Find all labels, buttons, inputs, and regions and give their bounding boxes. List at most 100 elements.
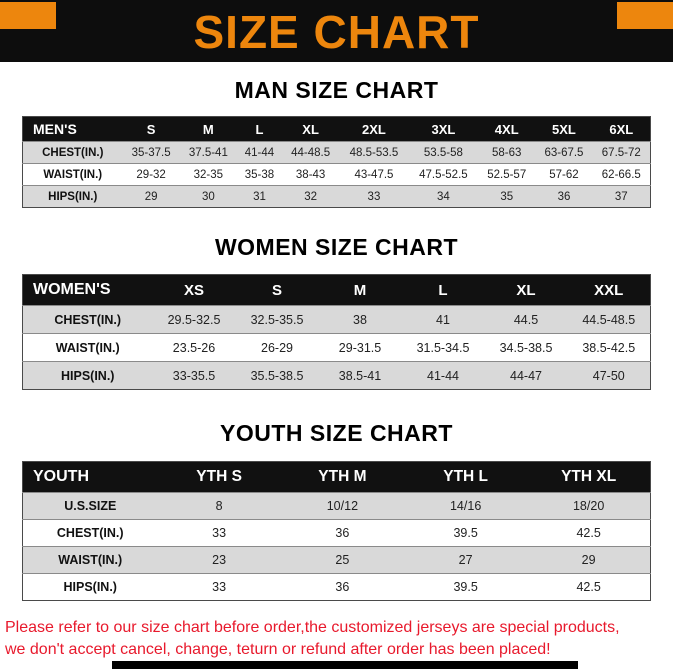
column-header: YOUTH	[33, 468, 89, 485]
size-value-cell: 10/12	[280, 492, 404, 520]
column-header: YTH XL	[561, 468, 617, 485]
size-value-cell: 34	[408, 185, 479, 208]
column-header: L	[255, 121, 264, 137]
table-row: WAIST(IN.) 23 25 27 29	[22, 546, 651, 574]
row-label-cell: WAIST(IN.)	[22, 546, 158, 574]
youth-header-row: YOUTH YTH S YTH M YTH L YTH XL	[22, 461, 651, 493]
size-value-cell: 44.5-48.5	[567, 305, 651, 334]
size-value-cell: 32.5-35.5	[235, 305, 319, 334]
size-value-cell: 44-48.5	[282, 141, 340, 164]
size-value-cell: 34.5-38.5	[484, 333, 568, 362]
size-value-cell: 63-67.5	[535, 141, 593, 164]
size-value-cell: 52.5-57	[478, 163, 536, 186]
size-value-cell: 42.5	[527, 573, 651, 601]
column-header: L	[438, 281, 448, 299]
size-value-cell: 62-66.5	[592, 163, 651, 186]
size-value-cell: 47.5-52.5	[408, 163, 479, 186]
size-value-cell: 39.5	[404, 519, 528, 547]
row-label-cell: HIPS(IN.)	[22, 361, 153, 390]
column-header: XS	[183, 281, 204, 299]
size-value-cell: 18/20	[527, 492, 651, 520]
size-value-cell: 33	[339, 185, 409, 208]
size-value-cell: 30	[179, 185, 237, 208]
size-value-cell: 33-35.5	[152, 361, 236, 390]
table-row: WAIST(IN.) 29-32 32-35 35-38 38-43 43-47…	[22, 163, 651, 186]
table-row: WAIST(IN.) 23.5-26 26-29 29-31.5 31.5-34…	[22, 333, 651, 362]
size-value-cell: 32-35	[179, 163, 237, 186]
size-value-cell: 67.5-72	[592, 141, 651, 164]
size-value-cell: 53.5-58	[408, 141, 479, 164]
banner: SIZE CHART	[0, 0, 673, 62]
size-value-cell: 41-44	[401, 361, 485, 390]
column-header: S	[271, 281, 282, 299]
column-header: 2XL	[362, 121, 386, 137]
women-size-table: WOMEN'S XS S M L XL XXL CHEST(IN.) 29.5-…	[22, 274, 651, 390]
size-value-cell: 27	[404, 546, 528, 574]
size-value-cell: 41	[401, 305, 485, 334]
size-value-cell: 41-44	[236, 141, 282, 164]
table-row: HIPS(IN.) 33 36 39.5 42.5	[22, 573, 651, 601]
column-header: 4XL	[494, 121, 519, 137]
column-header: 3XL	[431, 121, 456, 137]
size-value-cell: 26-29	[235, 333, 319, 362]
size-value-cell: 33	[157, 573, 281, 601]
row-label-cell: WAIST(IN.)	[22, 163, 123, 186]
size-value-cell: 57-62	[535, 163, 593, 186]
disclaimer: Please refer to our size chart before or…	[0, 617, 673, 662]
column-header: WOMEN'S	[33, 281, 111, 298]
column-header: YTH M	[318, 468, 367, 485]
table-row: CHEST(IN.) 29.5-32.5 32.5-35.5 38 41 44.…	[22, 305, 651, 334]
column-header: YTH L	[443, 468, 489, 485]
table-row: CHEST(IN.) 35-37.5 37.5-41 41-44 44-48.5…	[22, 141, 651, 164]
column-header: M	[353, 281, 367, 299]
size-value-cell: 33	[157, 519, 281, 547]
banner-title: SIZE CHART	[193, 6, 480, 58]
man-chart-heading: MAN SIZE CHART	[234, 77, 439, 103]
row-label-cell: CHEST(IN.)	[22, 141, 123, 164]
row-label-cell: WAIST(IN.)	[22, 333, 153, 362]
size-value-cell: 47-50	[567, 361, 651, 390]
orange-corner-right	[617, 2, 673, 29]
row-label-cell: HIPS(IN.)	[22, 185, 123, 208]
size-value-cell: 29	[527, 546, 651, 574]
column-header: XL	[516, 281, 536, 299]
row-label-cell: CHEST(IN.)	[22, 519, 158, 547]
table-row: CHEST(IN.) 33 36 39.5 42.5	[22, 519, 651, 547]
column-header: MEN'S	[33, 121, 77, 137]
women-chart-heading: WOMEN SIZE CHART	[214, 234, 459, 260]
man-table-wrap: MEN'S S M L XL 2XL 3XL 4XL 5XL 6XL CHEST…	[0, 116, 673, 208]
youth-size-table: YOUTH YTH S YTH M YTH L YTH XL U.S.SIZE …	[22, 461, 651, 601]
size-value-cell: 35-38	[236, 163, 282, 186]
row-label-cell: U.S.SIZE	[22, 492, 158, 520]
size-value-cell: 32	[282, 185, 340, 208]
size-value-cell: 35	[478, 185, 536, 208]
size-value-cell: 48.5-53.5	[339, 141, 409, 164]
size-value-cell: 43-47.5	[339, 163, 409, 186]
size-value-cell: 38.5-42.5	[567, 333, 651, 362]
size-value-cell: 58-63	[478, 141, 536, 164]
column-header: M	[202, 121, 214, 137]
women-header-row: WOMEN'S XS S M L XL XXL	[22, 274, 651, 306]
youth-chart-heading: YOUTH SIZE CHART	[220, 420, 453, 446]
disclaimer-line-1: Please refer to our size chart before or…	[5, 619, 620, 636]
row-label-cell: CHEST(IN.)	[22, 305, 153, 334]
size-value-cell: 38-43	[282, 163, 340, 186]
table-row: HIPS(IN.) 33-35.5 35.5-38.5 38.5-41 41-4…	[22, 361, 651, 390]
bottom-crop-bar	[112, 661, 578, 669]
size-value-cell: 29-31.5	[318, 333, 402, 362]
row-label-cell: HIPS(IN.)	[22, 573, 158, 601]
size-value-cell: 25	[280, 546, 404, 574]
column-header: XXL	[594, 281, 624, 299]
size-value-cell: 8	[157, 492, 281, 520]
size-value-cell: 29-32	[122, 163, 180, 186]
size-value-cell: 23	[157, 546, 281, 574]
size-value-cell: 29	[122, 185, 180, 208]
column-header: 6XL	[609, 121, 634, 137]
size-value-cell: 31	[236, 185, 282, 208]
size-value-cell: 44.5	[484, 305, 568, 334]
size-value-cell: 35-37.5	[122, 141, 180, 164]
size-value-cell: 14/16	[404, 492, 528, 520]
man-header-row: MEN'S S M L XL 2XL 3XL 4XL 5XL 6XL	[22, 116, 651, 142]
disclaimer-line-2: we don't accept cancel, change, teturn o…	[5, 641, 551, 659]
